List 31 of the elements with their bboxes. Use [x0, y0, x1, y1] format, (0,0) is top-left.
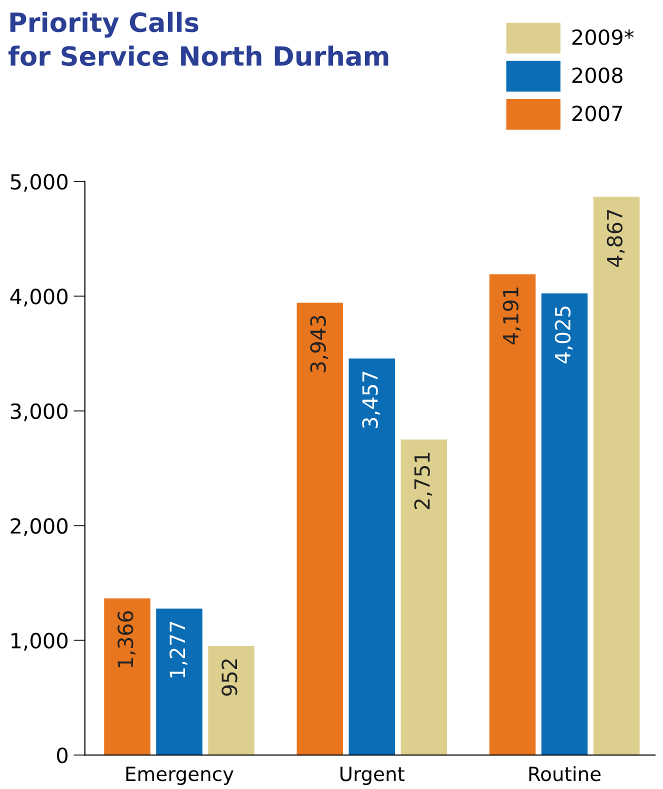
data-label: 4,025	[554, 306, 573, 364]
bar	[104, 598, 150, 756]
bar	[541, 293, 588, 756]
data-label: 952	[222, 659, 238, 696]
bar	[400, 439, 448, 756]
y-tick-label: 4,000	[10, 288, 68, 307]
chart-title: Priority Calls for Service North Durham	[8, 12, 388, 66]
bar	[208, 646, 254, 756]
x-tick-label: Urgent	[340, 766, 404, 786]
legend-label: 2008	[572, 67, 622, 84]
data-label: 1,277	[170, 622, 188, 678]
x-tick-label: Emergency	[126, 766, 234, 786]
bar	[348, 358, 395, 756]
bar	[296, 302, 343, 756]
legend-label: 2009*	[572, 29, 634, 46]
y-tick-label: 3,000	[10, 403, 68, 422]
y-tick-label: 0	[57, 748, 68, 764]
legend-label: 2007	[572, 106, 622, 122]
y-tick-label: 2,000	[10, 518, 68, 536]
data-label: 2,751	[414, 452, 432, 510]
data-label: 4,867	[606, 210, 625, 267]
data-label: 3,943	[310, 316, 328, 372]
data-label: 1,366	[118, 611, 136, 668]
x-tick-label: Routine	[529, 766, 601, 782]
bar	[156, 608, 202, 756]
y-tick-label: 5,000	[10, 174, 68, 192]
data-label: 4,191	[502, 288, 521, 344]
bar	[489, 274, 536, 756]
bar	[593, 196, 640, 756]
data-label: 3,457	[362, 372, 380, 428]
y-tick-label: 1,000	[12, 632, 68, 651]
